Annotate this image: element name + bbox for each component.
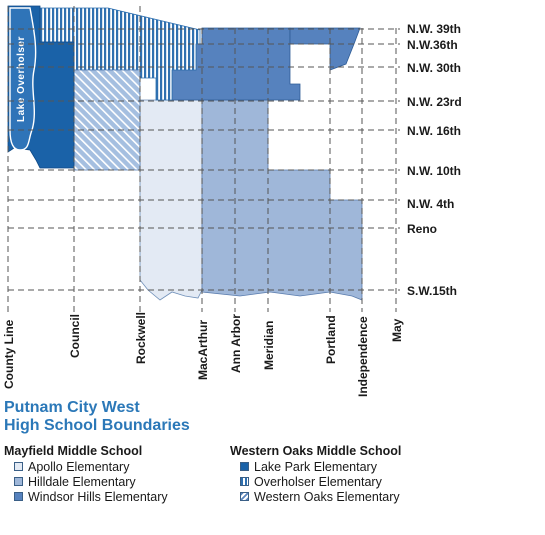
hilldale-swatch [14,477,23,486]
street-label-may: May [390,318,404,342]
lake-label: Lake Overholser [16,36,27,122]
legend-item-apollo: Apollo Elementary [4,459,168,474]
title-line-1: Putnam City West [4,399,140,416]
windsor-hills-swatch [14,492,23,501]
legend-heading-western-oaks: Western Oaks Middle School [230,444,402,458]
street-label-nw-23rd: N.W. 23rd [407,95,462,109]
street-label-sw-15th: S.W.15th [407,284,457,298]
street-label-reno: Reno [407,222,437,236]
western-oaks-swatch [240,492,249,501]
legend-item-western-oaks: Western Oaks Elementary [230,489,401,504]
legend-label: Hilldale Elementary [28,474,136,489]
legend-mayfield: Mayfield Middle School Apollo Elementary… [4,444,168,504]
street-label-nw-36th: N.W.36th [407,38,458,52]
legend-label: Western Oaks Elementary [254,489,400,504]
western-oaks-elementary-area [73,69,141,171]
boundary-map: Lake Overholser N.W. 39th N.W.36th N.W. … [2,5,462,397]
overholser-swatch [240,477,249,486]
legend-label: Windsor Hills Elementary [28,489,168,504]
legend-western-oaks: Western Oaks Middle School Lake Park Ele… [230,444,401,504]
legend-item-hilldale: Hilldale Elementary [4,474,168,489]
apollo-swatch [14,462,23,471]
legend-label: Lake Park Elementary [254,459,377,474]
street-grid [7,6,400,312]
legend-item-overholser: Overholser Elementary [230,474,401,489]
legend-label: Overholser Elementary [254,474,382,489]
legend-label: Apollo Elementary [28,459,130,474]
street-label-council: Council [68,314,82,358]
street-label-county-line: County Line [2,319,16,389]
lake-park-swatch [240,462,249,471]
street-label-nw-39th: N.W. 39th [407,22,461,36]
legend-item-lake-park: Lake Park Elementary [230,459,401,474]
street-label-rockwell: Rockwell [134,312,148,364]
street-label-nw-16th: N.W. 16th [407,124,461,138]
street-label-independence: Independence [356,316,370,397]
legend-heading-mayfield: Mayfield Middle School [4,444,143,458]
street-label-nw-30th: N.W. 30th [407,61,461,75]
legend-item-windsor-hills: Windsor Hills Elementary [4,489,168,504]
street-label-macarthur: MacArthur [196,320,210,380]
street-label-meridian: Meridian [262,321,276,370]
street-label-ann-arbor: Ann Arbor [229,314,243,373]
windsor-hills-elementary-area-ne [289,27,361,71]
map-title: Putnam City West High School Boundaries [4,399,190,435]
street-label-nw-4th: N.W. 4th [407,197,454,211]
street-label-nw-10th: N.W. 10th [407,164,461,178]
street-label-portland: Portland [324,315,338,364]
title-line-2: High School Boundaries [4,417,190,434]
